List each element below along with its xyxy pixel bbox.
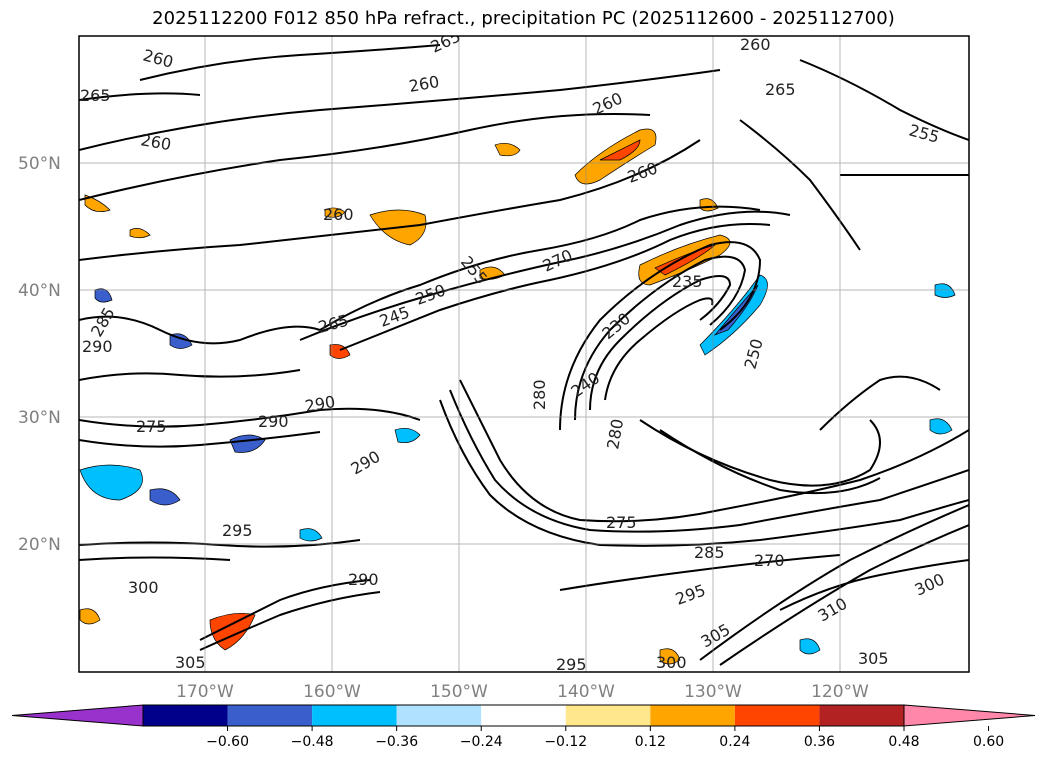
colorbar-segment [650, 705, 735, 726]
lat-label: 50°N [18, 154, 61, 174]
colorbar-segment [565, 705, 651, 726]
contour-label: 275 [136, 417, 167, 436]
lat-label: 30°N [18, 408, 61, 428]
map-title: 2025112200 F012 850 hPa refract., precip… [152, 8, 895, 29]
contour-label: 305 [858, 649, 889, 668]
colorbar-extend-low [11, 704, 144, 727]
colorbar-segment [734, 705, 820, 726]
contour-label: 300 [656, 653, 687, 672]
graticule [79, 36, 969, 672]
contour-label: 265 [765, 80, 796, 99]
colorbar-tick-label: −0.12 [544, 734, 587, 750]
contour-label: 305 [175, 653, 206, 672]
contour-label: 290 [348, 570, 379, 589]
colorbar-tick-label: 0.24 [719, 734, 750, 750]
contour-label: 290 [82, 337, 113, 356]
lon-label: 150°W [430, 682, 488, 702]
contour-label: 295 [222, 521, 253, 540]
lon-label: 140°W [557, 682, 615, 702]
refractivity-contours [79, 44, 969, 666]
colorbar-segment [227, 705, 313, 726]
contour-label: 300 [128, 578, 159, 597]
colorbar-segment [396, 705, 482, 726]
colorbar-tick-label: 0.36 [804, 734, 835, 750]
map-area: 260 260 265 260 260 265 260 255 260 270 … [79, 35, 969, 674]
contour-label: 260 [740, 35, 771, 54]
colorbar-tick-label: −0.36 [375, 734, 418, 750]
lon-label: 160°W [303, 682, 361, 702]
lon-label: 170°W [176, 682, 234, 702]
contour-label: 265 [80, 86, 111, 105]
colorbar-extend-high [903, 704, 1036, 727]
contour-label: 270 [754, 551, 785, 570]
contour-label: 295 [556, 655, 587, 674]
colorbar-tick-label: −0.60 [206, 734, 249, 750]
longitude-axis: 170°W 160°W 150°W 140°W 130°W 120°W [176, 682, 869, 702]
colorbar-tick-label: 0.12 [635, 734, 666, 750]
colorbar: −0.60 −0.48 −0.36 −0.24 −0.12 0.12 0.24 0.36 0.4… [11, 704, 1036, 750]
colorbar-segment [819, 705, 904, 726]
contour-label: 285 [694, 543, 725, 562]
colorbar-tick-label: 0.60 [973, 734, 1004, 750]
lon-label: 130°W [684, 682, 742, 702]
colorbar-tick-label: 0.48 [888, 734, 919, 750]
map-frame [78, 35, 970, 673]
contour-label: 275 [606, 513, 637, 532]
colorbar-tick-label: −0.24 [460, 734, 503, 750]
lon-label: 120°W [811, 682, 869, 702]
contour-label: 290 [258, 412, 289, 431]
contour-label: 260 [323, 205, 354, 224]
lat-label: 40°N [18, 281, 61, 301]
latitude-axis: 50°N 40°N 30°N 20°N [18, 154, 61, 555]
colorbar-segment [143, 705, 228, 726]
lat-label: 20°N [18, 535, 61, 555]
colorbar-segment [481, 705, 566, 726]
contour-label: 280 [530, 379, 549, 410]
contour-label: 235 [672, 272, 703, 291]
colorbar-tick-label: −0.48 [291, 734, 334, 750]
colorbar-segment [312, 705, 397, 726]
